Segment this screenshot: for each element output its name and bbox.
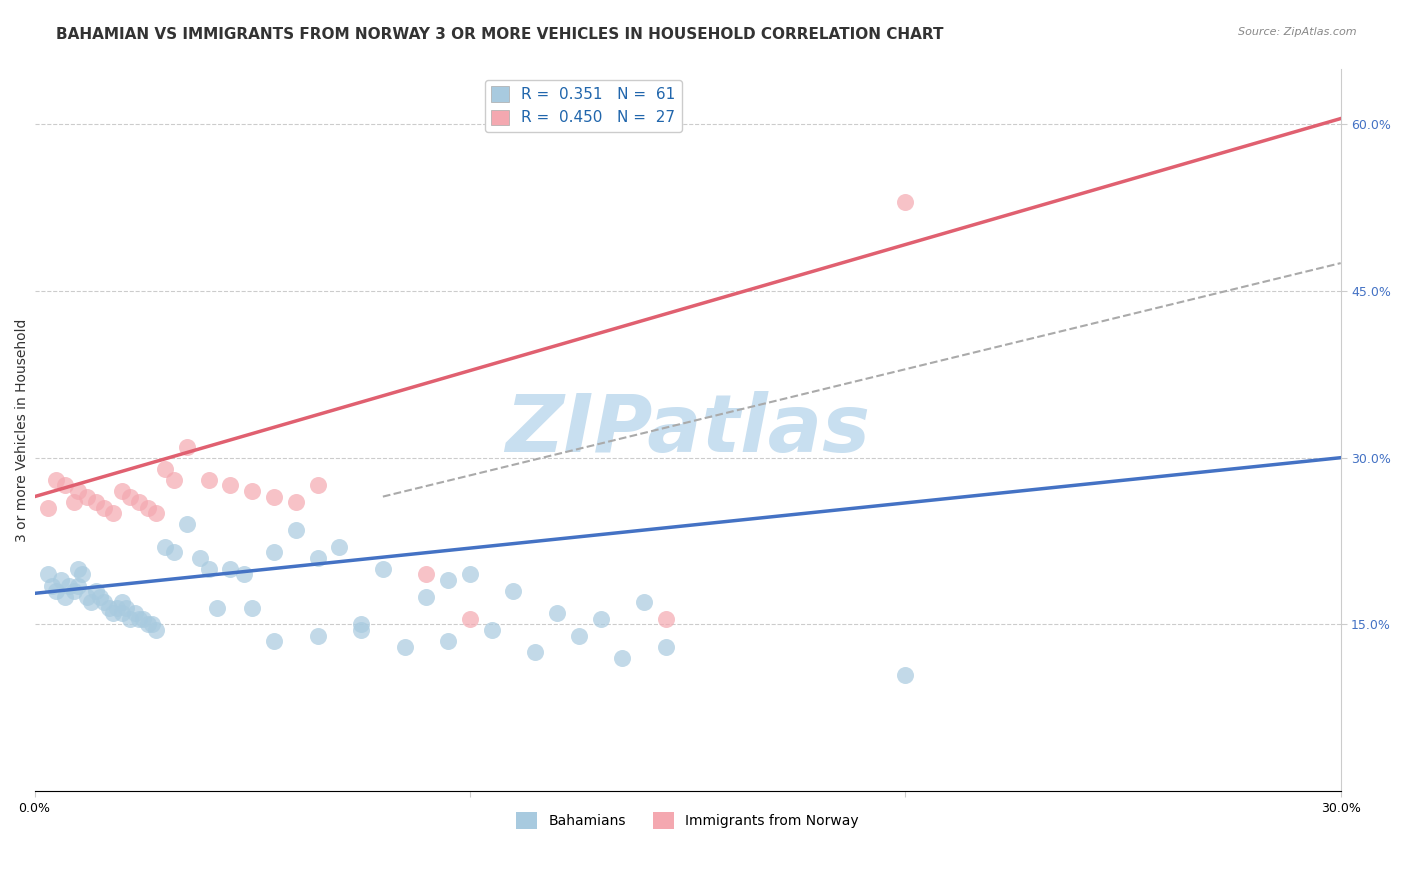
Point: [120, 490, 142, 504]
Text: BAHAMIAN VS IMMIGRANTS FROM NORWAY 3 OR MORE VEHICLES IN HOUSEHOLD CORRELATION C: BAHAMIAN VS IMMIGRANTS FROM NORWAY 3 OR …: [56, 27, 943, 42]
Point: [655, 640, 678, 654]
Point: [128, 495, 150, 509]
Point: [415, 590, 437, 604]
Point: [197, 473, 219, 487]
Point: [176, 517, 198, 532]
Point: [546, 607, 568, 621]
Point: [371, 562, 394, 576]
Point: [80, 595, 103, 609]
Point: [67, 562, 90, 576]
Point: [481, 623, 503, 637]
Point: [115, 600, 138, 615]
Point: [67, 578, 90, 592]
Point: [45, 473, 67, 487]
Point: [328, 540, 350, 554]
Point: [502, 584, 524, 599]
Text: ZIPatlas: ZIPatlas: [505, 391, 870, 469]
Point: [37, 500, 59, 515]
Point: [145, 506, 167, 520]
Point: [49, 573, 72, 587]
Point: [93, 500, 115, 515]
Point: [219, 562, 242, 576]
Point: [111, 484, 134, 499]
Point: [458, 567, 481, 582]
Point: [72, 567, 94, 582]
Point: [284, 495, 307, 509]
Legend: Bahamians, Immigrants from Norway: Bahamians, Immigrants from Norway: [510, 807, 865, 835]
Point: [37, 567, 59, 582]
Point: [145, 623, 167, 637]
Point: [111, 595, 134, 609]
Point: [105, 600, 128, 615]
Point: [437, 634, 460, 648]
Point: [655, 612, 678, 626]
Point: [894, 194, 917, 209]
Point: [62, 584, 84, 599]
Point: [163, 545, 186, 559]
Point: [263, 634, 285, 648]
Point: [111, 607, 134, 621]
Point: [62, 495, 84, 509]
Point: [350, 617, 373, 632]
Point: [76, 490, 98, 504]
Point: [240, 484, 263, 499]
Point: [307, 478, 329, 492]
Point: [350, 623, 373, 637]
Point: [415, 567, 437, 582]
Point: [524, 645, 547, 659]
Point: [394, 640, 416, 654]
Point: [612, 650, 634, 665]
Point: [163, 473, 186, 487]
Point: [41, 578, 63, 592]
Point: [93, 595, 115, 609]
Point: [76, 590, 98, 604]
Point: [53, 590, 76, 604]
Point: [589, 612, 612, 626]
Y-axis label: 3 or more Vehicles in Household: 3 or more Vehicles in Household: [15, 318, 30, 541]
Point: [437, 573, 460, 587]
Point: [153, 540, 176, 554]
Point: [97, 600, 120, 615]
Point: [67, 484, 90, 499]
Point: [232, 567, 254, 582]
Point: [263, 545, 285, 559]
Point: [53, 478, 76, 492]
Point: [284, 523, 307, 537]
Point: [894, 667, 917, 681]
Point: [633, 595, 655, 609]
Point: [136, 500, 159, 515]
Point: [45, 584, 67, 599]
Point: [101, 607, 124, 621]
Point: [176, 440, 198, 454]
Text: Source: ZipAtlas.com: Source: ZipAtlas.com: [1239, 27, 1357, 37]
Point: [307, 629, 329, 643]
Point: [219, 478, 242, 492]
Point: [136, 617, 159, 632]
Point: [84, 495, 107, 509]
Point: [307, 550, 329, 565]
Point: [141, 617, 163, 632]
Point: [128, 612, 150, 626]
Point: [207, 600, 229, 615]
Point: [188, 550, 211, 565]
Point: [458, 612, 481, 626]
Point: [84, 584, 107, 599]
Point: [58, 578, 80, 592]
Point: [124, 607, 146, 621]
Point: [132, 612, 155, 626]
Point: [120, 612, 142, 626]
Point: [568, 629, 591, 643]
Point: [263, 490, 285, 504]
Point: [240, 600, 263, 615]
Point: [101, 506, 124, 520]
Point: [197, 562, 219, 576]
Point: [89, 590, 111, 604]
Point: [153, 462, 176, 476]
